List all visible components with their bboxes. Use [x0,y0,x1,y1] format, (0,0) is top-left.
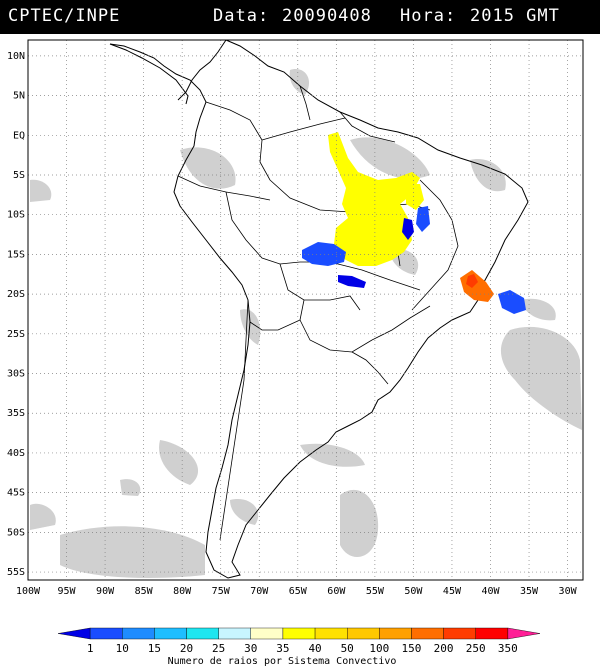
legend-swatch [314,627,348,640]
graticule: 10N 5N EQ 5S 10S 15S 20S 25S 30S 35S 40S 45S 50S 55S 1… [7,40,583,597]
legend-swatch [154,627,187,640]
latitude-label: 40S [7,448,25,459]
coastlines [109,39,529,579]
longitude-label: 45W [443,586,462,597]
lightning-map: 10N 5N EQ 5S 10S 15S 20S 25S 30S 35S 40S 45S 50S 55S 1… [7,39,584,597]
latitude-label: 55S [7,567,25,578]
latitude-label: 30S [7,369,25,380]
longitude-label: 80W [173,586,192,597]
longitude-label: 85W [135,586,154,597]
latitude-label: 35S [7,408,25,419]
latitude-label: 10N [7,51,25,62]
legend-value-label: 35 [276,642,289,655]
lightning-cluster-navy-mid [402,218,414,240]
latitude-label: 10S [7,210,25,221]
latitude-label: 5N [13,91,25,102]
longitude-label: 70W [250,586,269,597]
map-frame [27,39,584,581]
agency-label: CPTEC/INPE [8,6,121,26]
legend-swatch [443,627,476,640]
lightning-cluster-navy-south [338,275,366,288]
legend-swatch [218,627,252,640]
longitude-label: 95W [58,586,77,597]
latitude-label: EQ [13,130,25,141]
map-header: CPTEC/INPE Data: 20090408 Hora: 2015 GMT [0,0,600,34]
longitude-label: 50W [404,586,423,597]
legend-labels: 1 10 15 20 25 30 35 40 50 100 150 200 250 350 [87,642,518,655]
legend-swatch [475,627,509,640]
legend-value-label: 1 [87,642,94,655]
latitude-label: 20S [7,289,25,300]
latitude-label: 5S [13,170,25,181]
longitude-label: 30W [559,586,578,597]
central-america [109,43,189,105]
legend-value-label: 150 [402,642,422,655]
legend-value-label: 200 [434,642,454,655]
legend-caption: Numero de raios por Sistema Convectivo [168,656,397,667]
legend-value-label: 50 [341,642,354,655]
legend-swatch [250,627,284,640]
hour-value: 2015 GMT [470,6,560,26]
longitude-label: 40W [481,586,500,597]
legend-swatch [347,627,380,640]
legend-value-label: 25 [212,642,225,655]
legend-swatch [57,627,91,640]
color-legend: 1 10 15 20 25 30 35 40 50 100 150 200 250 350 Numero … [57,627,541,667]
legend-value-label: 250 [466,642,486,655]
date-value: 20090408 [282,6,372,26]
date-label: Data: [213,6,270,26]
lightning-cluster-blue-atlantic [498,290,526,314]
latitude-label: 50S [7,527,25,538]
longitude-label: 65W [289,586,308,597]
longitude-label: 90W [96,586,115,597]
latitude-label: 25S [7,329,25,340]
legend-swatch [186,627,219,640]
hour-label: Hora: [400,6,457,26]
legend-swatch [122,627,155,640]
cloud-cover [30,69,582,578]
lightning-cluster-yellow [328,132,420,266]
longitude-label: 60W [327,586,346,597]
legend-bar [57,627,541,640]
lightning-cluster-blue-east [416,206,430,232]
legend-value-label: 40 [308,642,321,655]
convective-systems [302,132,526,314]
longitude-label: 100W [16,586,41,597]
longitude-label: 55W [366,586,385,597]
latitude-label: 45S [7,488,25,499]
legend-value-label: 30 [244,642,257,655]
lightning-cluster-yellow-east [406,184,424,210]
lightning-cluster-blue-west [302,242,346,266]
legend-value-label: 20 [180,642,193,655]
legend-swatch [379,627,412,640]
legend-value-label: 15 [148,642,161,655]
legend-swatch [411,627,444,640]
gulf-coast [177,39,227,101]
map-background [28,40,583,580]
legend-value-label: 350 [498,642,518,655]
legend-value-label: 10 [116,642,129,655]
legend-value-label: 100 [369,642,389,655]
legend-swatch [507,627,541,640]
lightning-cluster-red-core [466,274,478,288]
latitude-label: 15S [7,249,25,260]
longitude-label: 75W [212,586,231,597]
legend-swatch [89,627,123,640]
longitude-label: 35W [520,586,539,597]
legend-swatch [282,627,316,640]
south-america-outline [109,39,529,579]
